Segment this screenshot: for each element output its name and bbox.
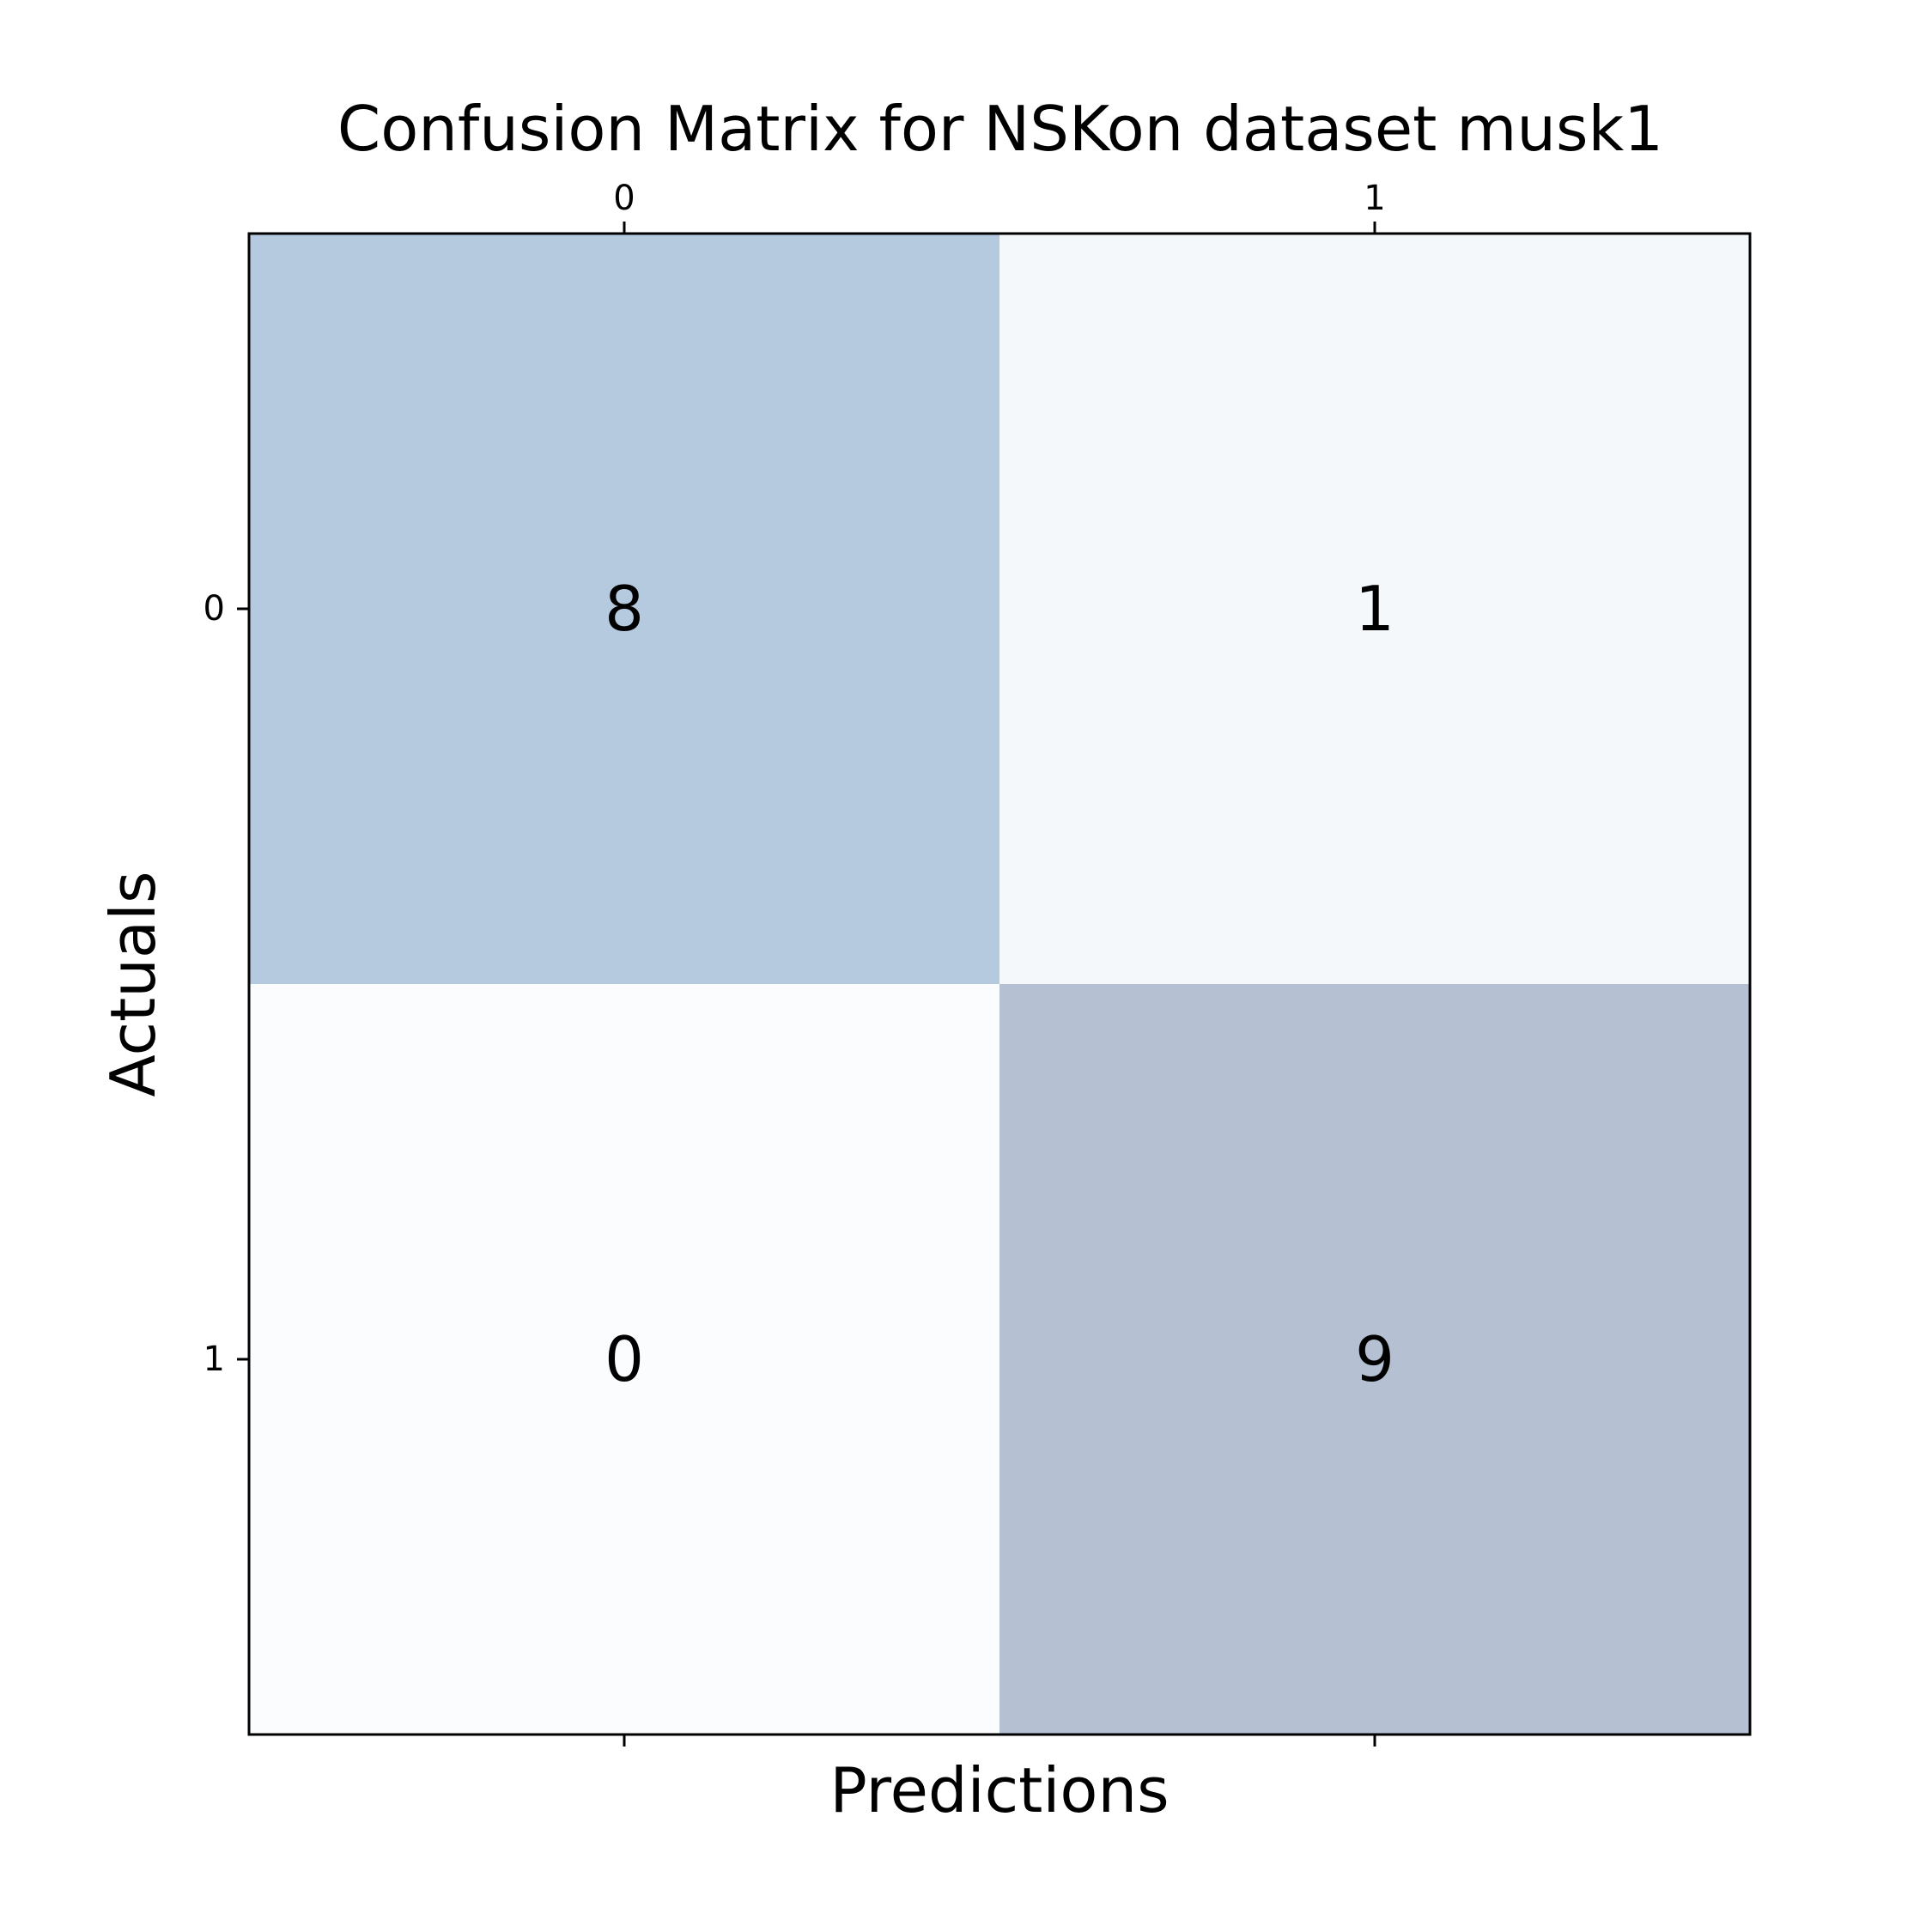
x-tick-label-0: 0 xyxy=(613,179,635,218)
heatmap-cell-1-0 xyxy=(249,984,999,1735)
axis-ticks: 0 1 0 1 xyxy=(204,179,1386,1747)
heatmap-cell-0-1 xyxy=(999,234,1750,984)
chart-title: Confusion Matrix for NSKon dataset musk1 xyxy=(337,93,1663,165)
heatmap-cell-0-0 xyxy=(249,234,999,984)
y-tick-label-0: 0 xyxy=(204,589,225,629)
cell-value-1-0: 0 xyxy=(605,1323,644,1395)
cell-value-0-1: 1 xyxy=(1355,573,1394,645)
x-axis-label: Predictions xyxy=(829,1754,1169,1826)
cell-value-labels: 8 1 0 9 xyxy=(605,573,1394,1395)
plot-frame xyxy=(247,232,1752,1736)
x-tick-label-1: 1 xyxy=(1364,179,1385,218)
heatmap-cell-1-1 xyxy=(999,984,1750,1735)
cell-value-1-1: 9 xyxy=(1355,1323,1394,1395)
heatmap-cells xyxy=(249,234,1750,1735)
y-tick-label-1: 1 xyxy=(204,1340,225,1379)
cell-value-0-0: 8 xyxy=(605,573,644,645)
y-axis-label: Actuals xyxy=(97,871,169,1097)
